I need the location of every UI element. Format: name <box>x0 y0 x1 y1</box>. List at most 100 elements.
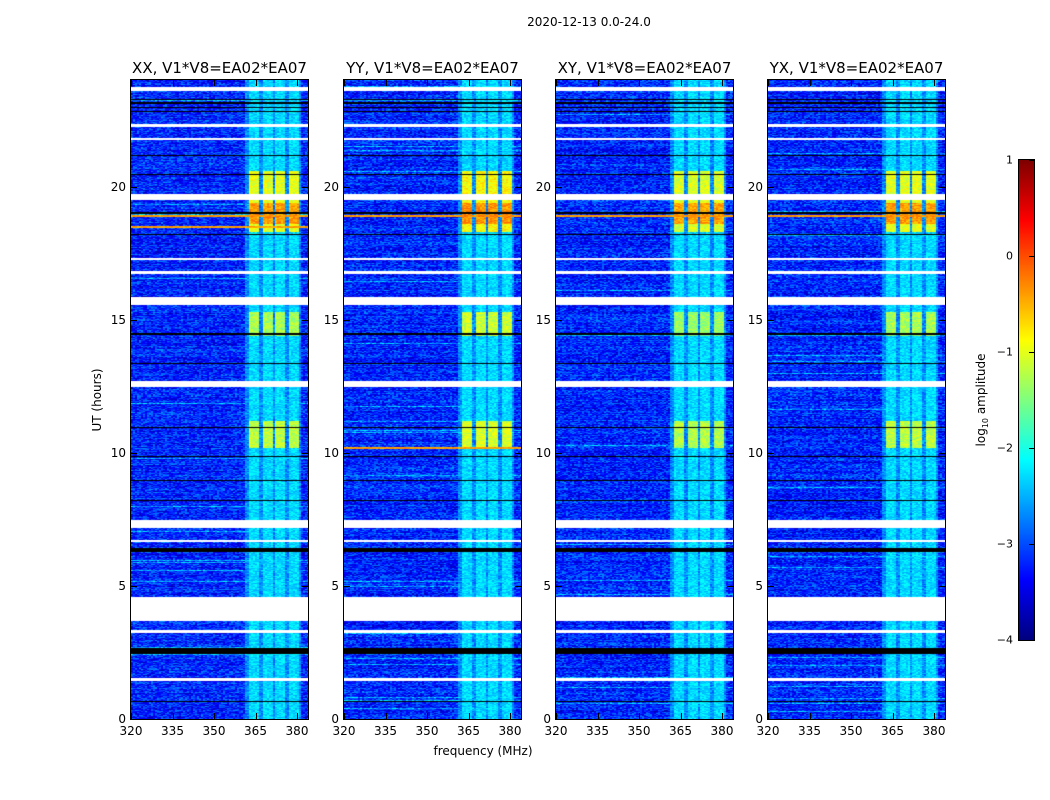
y-tick-mark <box>556 585 562 587</box>
spectrogram-image <box>768 80 945 719</box>
x-tick-mark-top <box>344 80 345 86</box>
y-tick-mark <box>768 186 774 188</box>
colorbar-tick-label: −1 <box>996 345 1013 359</box>
y-tick-label: 10 <box>323 445 339 460</box>
x-tick-label: 365 <box>457 724 480 738</box>
spectrogram-image <box>556 80 733 719</box>
y-tick-label: 0 <box>543 712 551 726</box>
panel-title: YX, V1*V8=EA02*EA07 <box>769 59 944 77</box>
x-tick-mark-top <box>385 80 387 86</box>
x-tick-mark <box>892 713 894 719</box>
x-tick-mark <box>722 713 723 719</box>
x-tick-mark-top <box>556 80 557 86</box>
x-tick-mark <box>131 713 132 719</box>
x-tick-mark <box>510 713 511 719</box>
colorbar-tick-mark <box>1029 448 1034 449</box>
x-tick-mark-top <box>851 80 852 86</box>
x-tick-mark <box>809 713 811 719</box>
y-tick-label: 15 <box>110 312 126 327</box>
y-tick-label: 0 <box>755 712 763 726</box>
y-tick-mark <box>344 452 350 454</box>
y-tick-mark-right <box>727 186 733 188</box>
spectrogram-image <box>344 80 521 719</box>
x-tick-label: 350 <box>202 724 226 738</box>
y-axis-label: UT (hours) <box>90 368 104 432</box>
x-tick-mark <box>344 713 345 719</box>
y-tick-label: 0 <box>118 712 126 726</box>
x-tick-label: 380 <box>710 724 734 738</box>
y-tick-label: 20 <box>747 179 763 194</box>
y-tick-mark-right <box>939 319 945 321</box>
colorbar-tick-label: −4 <box>996 633 1013 647</box>
y-tick-mark <box>344 319 350 321</box>
y-tick-mark-right <box>727 585 733 587</box>
x-tick-label: 335 <box>586 724 609 738</box>
spectrogram-panel-3 <box>555 79 734 720</box>
figure-title: 2020-12-13 0.0-24.0 <box>527 15 651 29</box>
x-tick-label: 380 <box>498 724 522 738</box>
y-tick-mark <box>131 452 137 454</box>
spectrogram-panel-2 <box>343 79 522 720</box>
x-tick-label: 380 <box>285 724 309 738</box>
x-tick-mark-top <box>297 80 298 86</box>
y-tick-mark-right <box>515 186 521 188</box>
y-tick-label: 0 <box>331 712 339 726</box>
colorbar-label: log10 amplitude <box>973 353 991 447</box>
y-tick-label: 10 <box>535 445 551 460</box>
x-tick-mark <box>768 713 769 719</box>
x-tick-mark <box>468 713 470 719</box>
x-tick-mark <box>639 713 640 719</box>
x-tick-mark-top <box>892 80 894 86</box>
x-tick-mark <box>427 713 428 719</box>
y-tick-label: 15 <box>323 312 339 327</box>
x-tick-mark-top <box>639 80 640 86</box>
x-tick-mark-top <box>809 80 811 86</box>
x-axis-label: frequency (MHz) <box>433 744 533 758</box>
y-tick-mark-right <box>302 319 308 321</box>
x-tick-mark <box>556 713 557 719</box>
x-tick-mark-top <box>214 80 215 86</box>
spectrogram-panel-1 <box>130 79 309 720</box>
panel-title: XX, V1*V8=EA02*EA07 <box>132 59 307 77</box>
y-tick-label: 20 <box>110 179 126 194</box>
x-tick-mark <box>680 713 682 719</box>
y-tick-mark <box>556 186 562 188</box>
x-tick-mark <box>297 713 298 719</box>
colorbar <box>1018 159 1035 641</box>
y-tick-label: 10 <box>747 445 763 460</box>
y-tick-mark <box>768 452 774 454</box>
y-tick-mark-right <box>939 186 945 188</box>
colorbar-tick-label: 1 <box>1006 153 1013 167</box>
x-tick-label: 350 <box>839 724 863 738</box>
y-tick-mark-right <box>939 452 945 454</box>
y-tick-mark-right <box>302 719 308 720</box>
y-tick-mark-right <box>515 319 521 321</box>
panel-title: YY, V1*V8=EA02*EA07 <box>346 59 519 77</box>
colorbar-tick-mark <box>1029 160 1034 161</box>
colorbar-tick-mark <box>1029 544 1034 545</box>
y-tick-mark <box>556 452 562 454</box>
y-tick-label: 5 <box>755 578 763 593</box>
spectrogram-panel-4 <box>767 79 946 720</box>
colorbar-tick-label: −3 <box>996 537 1013 551</box>
y-tick-mark <box>768 319 774 321</box>
x-tick-mark <box>851 713 852 719</box>
colorbar-tick-mark <box>1029 640 1034 641</box>
colorbar-tick-label: 0 <box>1006 249 1013 263</box>
y-tick-label: 5 <box>118 578 126 593</box>
y-tick-label: 20 <box>535 179 551 194</box>
x-tick-mark <box>255 713 257 719</box>
y-tick-label: 15 <box>747 312 763 327</box>
y-tick-label: 20 <box>323 179 339 194</box>
y-tick-label: 5 <box>331 578 339 593</box>
y-tick-mark <box>344 186 350 188</box>
x-tick-mark-top <box>722 80 723 86</box>
y-tick-label: 10 <box>110 445 126 460</box>
x-tick-mark <box>385 713 387 719</box>
y-tick-mark <box>131 186 137 188</box>
x-tick-mark <box>172 713 174 719</box>
x-tick-mark-top <box>510 80 511 86</box>
y-tick-mark <box>556 719 562 720</box>
x-tick-label: 335 <box>374 724 397 738</box>
